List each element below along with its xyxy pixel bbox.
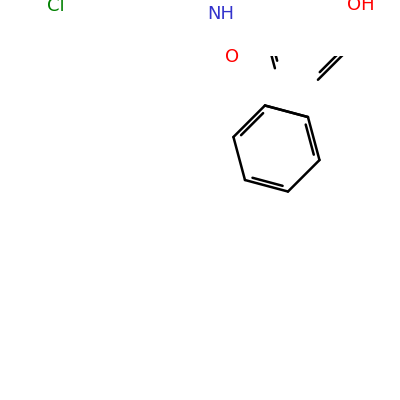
Text: OH: OH <box>347 0 375 14</box>
Text: O: O <box>225 48 239 66</box>
Text: Cl: Cl <box>47 0 65 15</box>
Text: NH: NH <box>207 5 234 23</box>
